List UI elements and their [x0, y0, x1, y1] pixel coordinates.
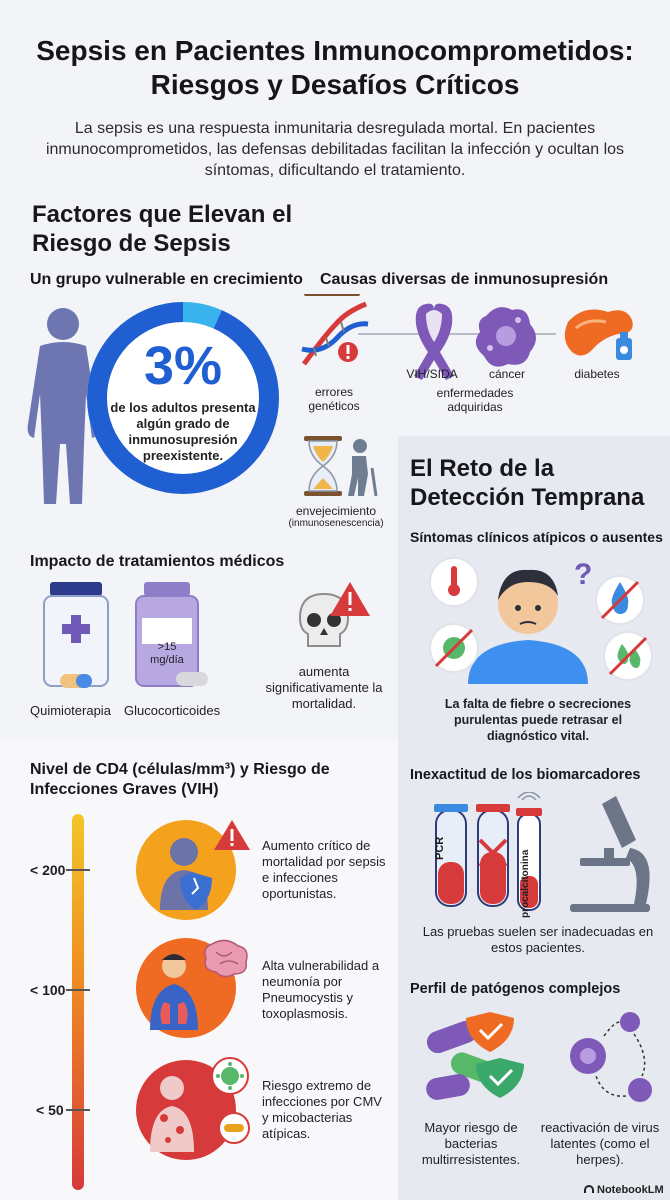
causes-icons [301, 294, 633, 380]
symptoms-graphic: ? [429, 557, 653, 684]
vulnerable-group-title: Un grupo vulnerable en crecimiento [30, 271, 303, 288]
cause-aging-label: envejecimiento [295, 504, 377, 518]
biomarkers-text: Las pruebas suelen ser inadecuadas en es… [422, 924, 654, 955]
brand-label: NotebookLM [597, 1184, 664, 1196]
test-tube-procalcitonin-icon [516, 792, 542, 911]
bacteria-icon [218, 1112, 250, 1144]
human-silhouette-icon [27, 308, 99, 504]
notebooklm-icon [584, 1185, 594, 1193]
symptoms-text: La falta de fiebre o secreciones purulen… [444, 697, 632, 743]
tube-pcr-label: PCR [434, 836, 446, 860]
hourglass-icon [304, 436, 342, 496]
mortality-graphic [298, 582, 370, 647]
cd4-level-50-graphic [136, 1057, 250, 1160]
virus-crossed-icon [429, 623, 479, 673]
cd4-threshold-200: < 200 [30, 862, 66, 878]
test-tube-pcr-icon [434, 804, 468, 907]
percentage-donut-chart [87, 302, 279, 494]
page-intro: La sepsis es una respuesta inmunitaria d… [45, 120, 625, 179]
brain-icon [204, 939, 248, 978]
page-title: Sepsis en Pacientes Inmunocomprometidos:… [36, 35, 634, 100]
cd4-title: Nivel de CD4 (células/mm³) y Riesgo de I… [30, 761, 330, 798]
virus-icon [211, 1057, 249, 1095]
pill-bottle-cross-icon [43, 582, 109, 688]
cause-aging-sublabel: (inmunosenescencia) [288, 518, 384, 529]
person-shield-icon [160, 838, 212, 910]
cd4-threshold-50: < 50 [36, 1102, 64, 1118]
drops-crossed-icon [603, 631, 653, 681]
ribbon-icon [414, 303, 454, 380]
pancreas-icon [564, 309, 633, 360]
treatment-outcome-text: aumenta significativamente la mortalidad… [265, 664, 383, 711]
detection-heading: El Reto de la Detección Temprana [410, 455, 645, 511]
cd4-scale-bar [66, 814, 90, 1190]
cancer-cell-icon [475, 307, 536, 367]
aging-icon [304, 436, 378, 497]
treatment-glucocorticoid-label: Glucocorticoides [124, 703, 221, 718]
glucocorticoid-dose-label: >15 mg/día [150, 641, 184, 666]
thermometer-crossed-icon [429, 557, 479, 607]
cd4-level-200-graphic [136, 820, 250, 920]
infected-person-icon [150, 1076, 194, 1152]
cause-diabetes-label: diabetes [574, 367, 620, 381]
treatment-bottles [43, 582, 208, 688]
biomarkers-title: Inexactitud de los biomarcadores [410, 767, 641, 783]
pathogens-left-text: Mayor riesgo de bacterias multirresisten… [421, 1120, 521, 1167]
cause-genetic-label: errores genéticos [308, 385, 360, 413]
acquired-diseases-label: enfermedades adquiridas [436, 386, 514, 414]
cd4-level-50-text: Riesgo extremo de infecciones por CMV y … [262, 1078, 382, 1141]
cd4-threshold-100: < 100 [30, 982, 66, 998]
tube-procalcitonin-label: procalcitonina [520, 849, 531, 918]
pathogens-right-text: reactivación de virus latentes (como el … [540, 1120, 660, 1167]
hourglass-icon [304, 294, 360, 296]
cause-cancer-label: cáncer [488, 367, 526, 381]
warning-icon [330, 582, 370, 616]
pathogens-title: Perfil de patógenos complejos [410, 981, 621, 997]
brand-watermark: NotebookLM [584, 1184, 664, 1196]
coughing-person-icon [150, 954, 198, 1030]
pill-bottle-icon [135, 582, 208, 687]
treatments-title: Impacto de tratamientos médicos [30, 553, 285, 570]
vulnerable-group-graphic [27, 302, 279, 504]
virus-cycle-icon [570, 1012, 652, 1102]
vulnerable-percentage: 3% [143, 336, 223, 396]
droplet-crossed-icon [595, 575, 645, 625]
shield-check-icon [466, 1012, 524, 1098]
test-tube-crossed-icon [476, 804, 510, 907]
patient-icon [468, 569, 588, 684]
symptoms-title: Síntomas clínicos atípicos o ausentes [410, 529, 663, 545]
microscope-icon [570, 796, 650, 912]
treatment-chemo-label: Quimioterapia [30, 703, 111, 718]
elderly-person-icon [348, 439, 378, 497]
cause-hiv-label: VIH/SIDA [406, 367, 458, 381]
question-mark-icon: ? [574, 558, 592, 591]
risk-factors-heading: Factores que Elevan el Riesgo de Sepsis [32, 201, 293, 257]
cd4-level-200-text: Aumento crítico de mortalidad por sepsis… [262, 838, 386, 901]
warning-icon [214, 820, 250, 850]
cd4-level-100-text: Alta vulnerabilidad a neumonía por Pneum… [262, 958, 380, 1021]
pathogens-graphic [426, 1012, 652, 1102]
cd4-level-100-graphic [136, 938, 248, 1038]
svg-text:?: ? [574, 558, 592, 591]
biomarkers-graphic [434, 792, 650, 912]
causes-title: Causas diversas de inmunosupresión [320, 271, 609, 288]
vulnerable-description: de los adultos presenta algún grado de i… [110, 400, 256, 463]
dna-icon [301, 301, 369, 366]
